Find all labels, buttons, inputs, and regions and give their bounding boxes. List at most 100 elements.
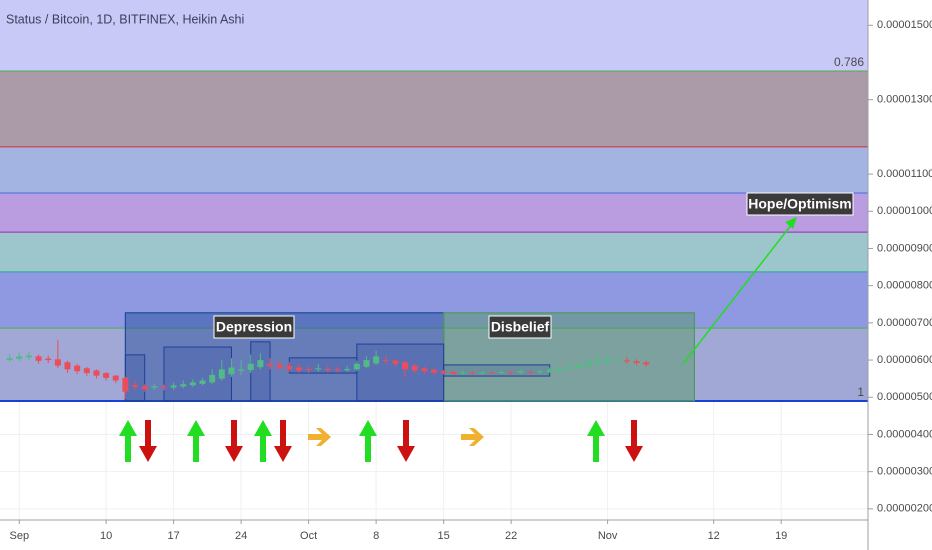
candle-body (324, 368, 331, 371)
candle-body (170, 385, 177, 388)
fib-band (0, 271, 868, 329)
candle-body (199, 380, 206, 384)
candle-body (508, 372, 515, 374)
x-tick-label: 19 (775, 530, 787, 542)
candle-body (35, 356, 42, 361)
x-tick-label: Oct (300, 530, 317, 542)
y-tick-label: 0.00000600 (877, 354, 932, 366)
y-tick-label: 0.00000900 (877, 242, 932, 254)
y-tick-label: 0.00000300 (877, 466, 932, 478)
y-tick-label: 0.00000200 (877, 503, 932, 515)
candle-body (556, 368, 563, 371)
candle-body (209, 374, 216, 383)
label-text: Depression (216, 319, 292, 335)
x-tick-label: 22 (505, 530, 517, 542)
candle-body (141, 386, 148, 390)
signal-arrow (225, 420, 243, 462)
candle-body (411, 365, 418, 371)
fib-band (0, 0, 868, 72)
candle-body (286, 366, 293, 370)
label-box (213, 315, 295, 339)
range-box (356, 343, 445, 402)
trend-arrow-head (785, 217, 797, 229)
y-tick-label: 0.00001000 (877, 205, 932, 217)
candle-body (479, 372, 486, 374)
range-box (250, 341, 271, 402)
candle-body (546, 369, 553, 372)
candle-body (315, 368, 322, 370)
candle-body (6, 358, 13, 361)
candle-body (440, 371, 447, 374)
chart-title: Status / Bitcoin, 1D, BITFINEX, Heikin A… (6, 12, 244, 26)
candle-body (257, 360, 264, 368)
candle-body (151, 386, 158, 388)
y-tick-label: 0.00001500 (877, 19, 932, 31)
candle-body (103, 373, 110, 378)
y-tick-label: 0.00000400 (877, 428, 932, 440)
candle-body (431, 369, 437, 373)
candle-body (459, 372, 466, 374)
y-tick-label: 0.00000700 (877, 317, 932, 329)
x-tick-label: Nov (598, 530, 618, 542)
fib-level-label: 1 (857, 385, 864, 399)
candle-body (16, 356, 23, 359)
candle-body (160, 386, 167, 388)
candle-body (54, 359, 61, 366)
candle-body (228, 367, 235, 375)
signal-arrow (587, 420, 605, 462)
signal-arrow (254, 420, 272, 462)
signal-arrow (308, 428, 331, 446)
label-box (488, 315, 552, 339)
label-text: Disbelief (491, 319, 550, 335)
candle-body (488, 372, 495, 374)
candle-body (295, 367, 302, 371)
fib-band (0, 71, 868, 147)
candle-body (469, 372, 476, 374)
y-tick-label: 0.00000500 (877, 391, 932, 403)
candle-body (575, 364, 582, 369)
candle-body (614, 360, 621, 362)
fib-band (0, 146, 868, 194)
candle-body (74, 365, 81, 372)
candle-body (93, 370, 100, 376)
range-box (443, 364, 551, 377)
candle-body (122, 377, 129, 392)
signal-arrow (359, 420, 377, 462)
candle-body (363, 360, 370, 367)
candle-body (267, 363, 274, 366)
fib-band (0, 232, 868, 272)
x-tick-label: 17 (167, 530, 179, 542)
candle-body (585, 361, 592, 367)
y-tick-label: 0.00001100 (877, 168, 932, 180)
candle-body (594, 360, 601, 365)
fib-band (0, 193, 868, 233)
candle-body (247, 363, 254, 371)
signal-arrow (461, 428, 484, 446)
x-tick-label: 24 (235, 530, 247, 542)
candle-body (180, 384, 187, 387)
signal-arrow (274, 420, 292, 462)
candle-body (238, 369, 245, 371)
signal-arrow (397, 420, 415, 462)
x-tick-label: 15 (438, 530, 450, 542)
candle-body (382, 360, 389, 362)
signal-arrow (119, 420, 137, 462)
trend-arrow (682, 219, 796, 365)
candle-body (305, 368, 312, 370)
candle-body (353, 363, 360, 370)
candle-body (566, 366, 573, 370)
candle-body (402, 362, 409, 370)
candle-body (421, 368, 428, 372)
candle-body (45, 358, 52, 361)
y-tick-label: 0.00000800 (877, 280, 932, 292)
signal-arrow (187, 420, 205, 462)
candle-body (517, 371, 524, 373)
candle-body (498, 371, 505, 373)
x-tick-label: Sep (9, 530, 29, 542)
candle-body (373, 356, 380, 364)
y-tick-label: 0.00001300 (877, 94, 932, 106)
x-tick-label: 10 (100, 530, 112, 542)
fib-level-label: 0.786 (834, 55, 864, 69)
candle-body (450, 371, 457, 374)
